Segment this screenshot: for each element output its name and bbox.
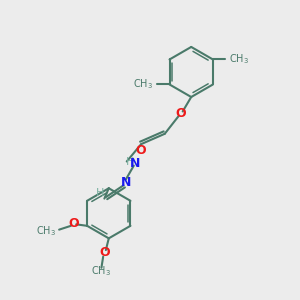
Text: CH$_3$: CH$_3$ — [229, 52, 249, 66]
Text: N: N — [121, 176, 131, 189]
Text: O: O — [68, 217, 79, 230]
Text: CH$_3$: CH$_3$ — [36, 224, 56, 238]
Text: O: O — [176, 107, 186, 120]
Text: N: N — [130, 157, 140, 170]
Text: O: O — [99, 246, 110, 259]
Text: H: H — [126, 157, 134, 167]
Text: O: O — [136, 144, 146, 157]
Text: CH$_3$: CH$_3$ — [91, 264, 111, 278]
Text: H: H — [96, 188, 104, 198]
Text: CH$_3$: CH$_3$ — [133, 77, 153, 91]
